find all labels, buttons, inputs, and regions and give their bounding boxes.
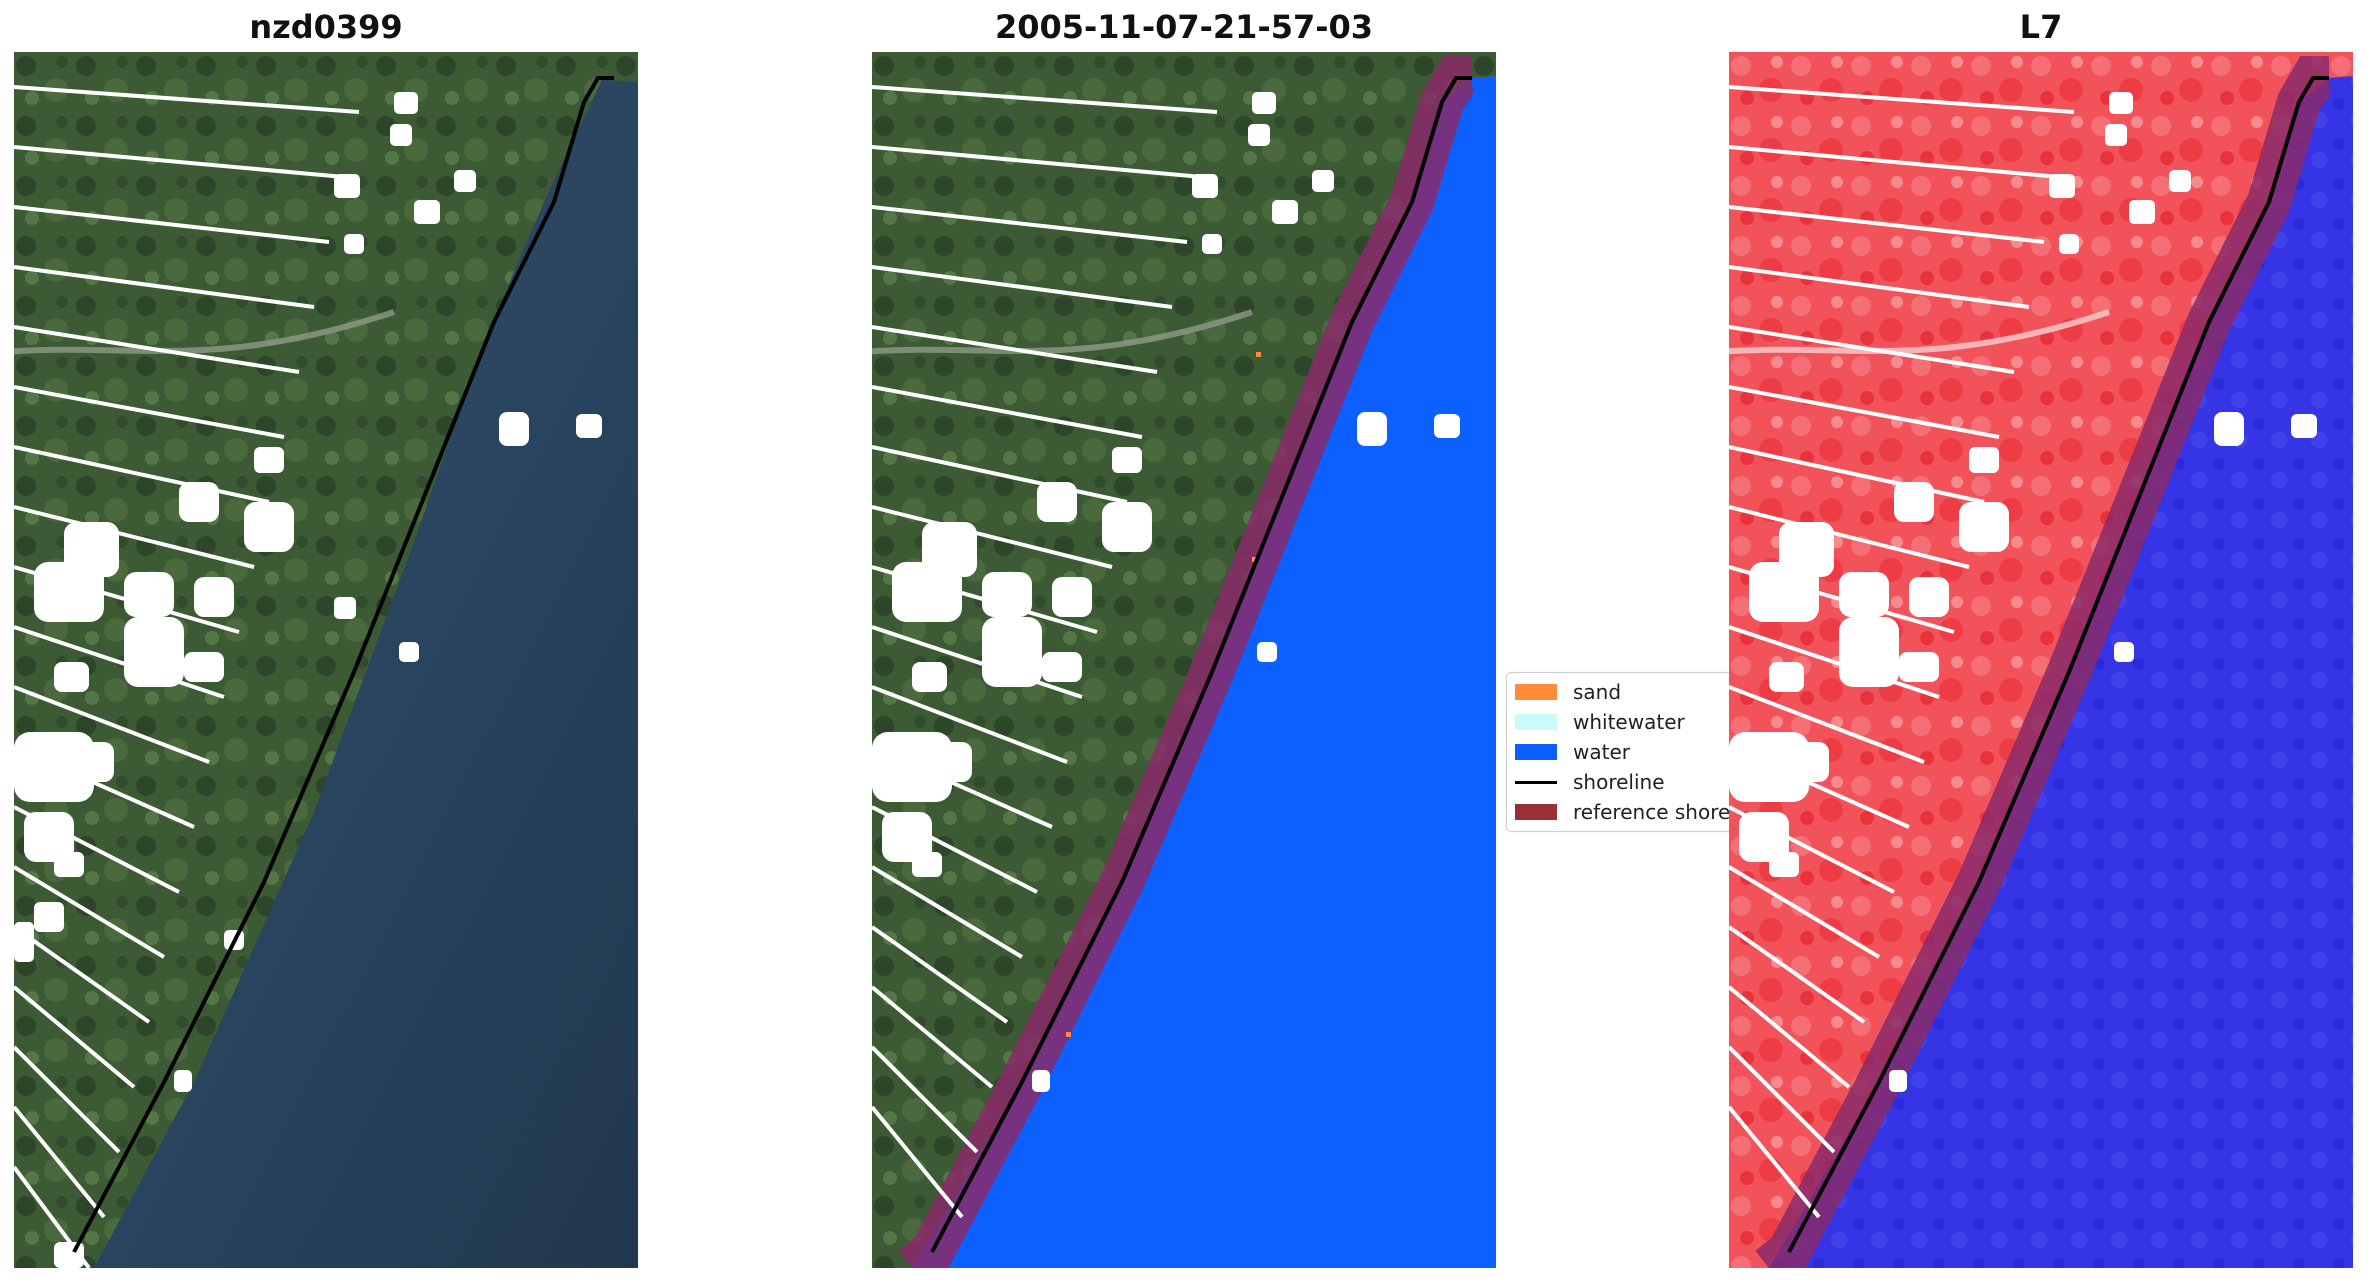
legend-label-shoreline: shoreline <box>1573 770 1665 794</box>
panel-title-3: L7 <box>2019 8 2063 46</box>
legend-label-water: water <box>1573 740 1630 764</box>
legend-label-whitewater: whitewater <box>1573 710 1685 734</box>
legend-item-whitewater: whitewater <box>1515 708 1685 736</box>
sand-swatch <box>1515 684 1557 700</box>
satellite-image-false-color <box>1729 52 2353 1268</box>
classified-image <box>872 52 1496 1268</box>
panel-title-1: nzd0399 <box>249 8 403 46</box>
buffer-swatch <box>1515 804 1557 820</box>
panel-title-2: 2005-11-07-21-57-03 <box>994 8 1374 46</box>
whitewater-swatch <box>1515 714 1557 730</box>
satellite-image-true-color <box>14 52 638 1268</box>
legend-item-water: water <box>1515 738 1630 766</box>
shoreline-line-icon <box>1515 780 1557 784</box>
legend-item-sand: sand <box>1515 678 1621 706</box>
legend-label-sand: sand <box>1573 680 1622 704</box>
water-swatch <box>1515 744 1557 760</box>
legend-item-shoreline: shoreline <box>1515 768 1665 796</box>
